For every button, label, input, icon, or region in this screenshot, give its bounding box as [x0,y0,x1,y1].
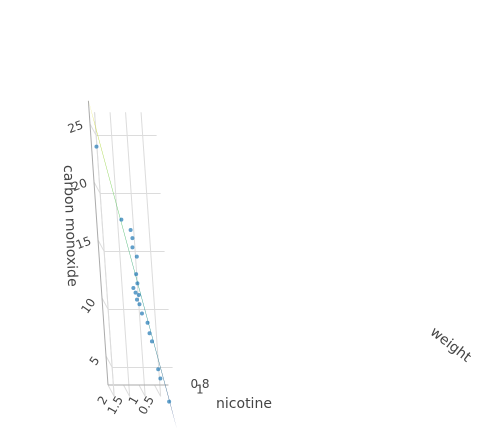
x-gridline [154,384,162,397]
x-gridline [138,384,146,397]
back-edge [94,112,115,397]
x-gridline-wall [140,112,162,397]
z-axis-line [87,100,109,386]
x-gridline-wall [125,112,146,397]
z-tick-label: 10 [78,296,98,317]
axis-edges [87,100,169,397]
z-gridline-side [93,181,101,194]
x-tick-label: 1.5 [104,394,126,418]
data-point [133,290,138,295]
x-gridline [123,384,131,397]
data-point [119,217,124,222]
z-tick-label: 5 [87,354,103,368]
z-tick-label: 20 [70,176,89,194]
regression-plane [88,99,177,429]
data-point [128,228,133,232]
data-point [149,339,154,344]
data-point [136,292,141,297]
grid-lines [89,112,173,397]
z-tick-label: 15 [74,234,93,252]
x-gridline-wall [109,112,131,397]
z-gridline-side [89,123,97,136]
data-point [158,376,163,381]
z-gridline-side [101,297,109,310]
data-point [131,286,136,290]
data-point [156,367,161,372]
data-point [139,311,144,316]
z-tick-label: 25 [66,118,85,136]
z-gridline-side [105,355,113,368]
data-point [134,254,139,259]
x-gridline [107,384,115,397]
z-axis-title: carbon monoxide [60,165,80,287]
x-tick-label: 0.5 [135,394,157,418]
data-point [135,281,140,286]
data-point [134,272,139,277]
data-point [137,302,142,307]
data-point [167,399,172,404]
y-axis-title: weight [427,324,474,366]
z-gridline-side [97,239,105,252]
data-point [145,320,150,325]
x-axis-title: nicotine [216,396,272,412]
data-point [147,331,152,336]
y-tick-label: 1 [196,382,204,396]
y-tick-label: 0.8 [190,377,209,391]
data-points [94,144,172,404]
data-point [134,297,139,302]
data-point [130,245,135,250]
data-point [94,144,99,149]
data-point [130,236,135,241]
